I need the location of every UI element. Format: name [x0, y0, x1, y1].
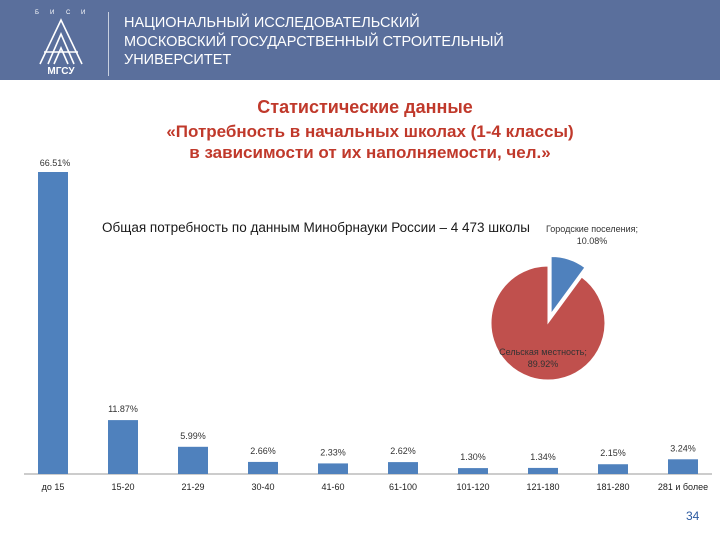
- data-label: 3.24%: [670, 443, 696, 453]
- pie-slice: [490, 265, 606, 381]
- data-label: 1.30%: [460, 452, 486, 462]
- data-label: 2.15%: [600, 448, 626, 458]
- logo-letter: Б: [35, 10, 39, 16]
- subtitle-line: «Потребность в начальных школах (1-4 кла…: [166, 122, 574, 141]
- page-number: 34: [686, 509, 700, 523]
- bar: [528, 467, 558, 474]
- data-label: 66.51%: [40, 158, 71, 168]
- category-label: 41-60: [321, 482, 344, 492]
- category-label: до 15: [42, 482, 65, 492]
- bar: [318, 463, 348, 474]
- header-banner: Б И С И МГСУ НАЦИОНАЛЬНЫЙ ИССЛЕДОВАТЕЛЬС…: [0, 0, 720, 80]
- university-name-line: МОСКОВСКИЙ ГОСУДАРСТВЕННЫЙ СТРОИТЕЛЬНЫЙ: [124, 33, 504, 50]
- pie-slice: [550, 255, 586, 316]
- category-label: 181-280: [596, 482, 629, 492]
- data-label: 1.34%: [530, 452, 556, 462]
- bar: [388, 462, 418, 474]
- total-need-note: Общая потребность по данным Минобрнауки …: [102, 220, 530, 235]
- pie-slice-value: 89.92%: [528, 359, 559, 369]
- bar: [598, 464, 628, 474]
- slide-subtitle: «Потребность в начальных школах (1-4 кла…: [100, 121, 640, 163]
- bar: [458, 468, 488, 474]
- slide-title: Статистические данные: [257, 97, 473, 117]
- pie-slice-name: Сельская местность;: [499, 347, 587, 357]
- bar: [668, 459, 698, 474]
- logo-letter: С: [66, 10, 71, 16]
- category-label: 121-180: [526, 482, 559, 492]
- category-label: 61-100: [389, 482, 417, 492]
- data-label: 11.87%: [108, 404, 138, 414]
- category-label: 21-29: [181, 482, 204, 492]
- data-label: 2.62%: [390, 446, 416, 456]
- pie-slice-name: Городские поселения;: [546, 224, 638, 234]
- header-divider: [108, 12, 109, 76]
- university-name-line: УНИВЕРСИТЕТ: [124, 52, 232, 68]
- logo-letter: И: [81, 10, 85, 16]
- logo-letter: И: [50, 10, 54, 16]
- bar: [178, 446, 208, 474]
- university-name: НАЦИОНАЛЬНЫЙ ИССЛЕДОВАТЕЛЬСКИЙ МОСКОВСКИ…: [124, 14, 504, 70]
- subtitle-line: в зависимости от их наполняемости, чел.»: [189, 143, 551, 162]
- pie-slice-value: 10.08%: [577, 236, 608, 246]
- data-label: 2.66%: [250, 446, 276, 456]
- category-label: 281 и более: [658, 482, 708, 492]
- data-label: 5.99%: [180, 431, 206, 441]
- university-name-line: НАЦИОНАЛЬНЫЙ ИССЛЕДОВАТЕЛЬСКИЙ: [124, 15, 420, 31]
- bar: [248, 461, 278, 474]
- logo-text: МГСУ: [47, 66, 75, 76]
- category-label: 101-120: [456, 482, 489, 492]
- bar: [108, 420, 138, 474]
- bar: [38, 172, 68, 474]
- data-label: 2.33%: [320, 447, 346, 457]
- university-logo: Б И С И МГСУ: [35, 10, 85, 76]
- category-label: 30-40: [251, 482, 274, 492]
- category-label: 15-20: [111, 482, 134, 492]
